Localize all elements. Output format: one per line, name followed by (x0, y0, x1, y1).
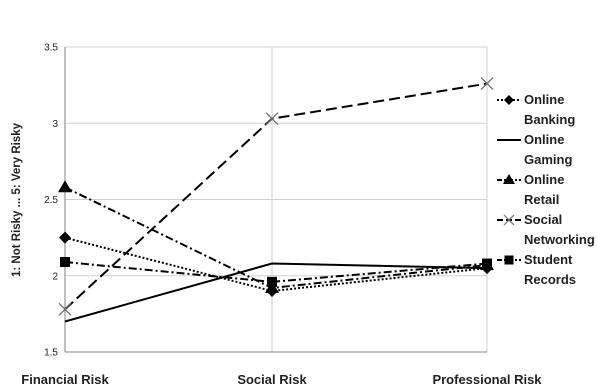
legend-label: Records (524, 272, 576, 287)
data-point (267, 276, 277, 287)
marker-stroke (265, 112, 279, 126)
series-line (64, 186, 488, 289)
data-point (59, 231, 71, 244)
legend-item: Student Records (497, 252, 576, 287)
x-tick-label: Social Risk (237, 372, 307, 387)
series-student-records (60, 257, 492, 287)
legend-label: Banking (524, 112, 575, 127)
legend-marker (503, 174, 515, 184)
legend-label: Online (524, 172, 564, 187)
marker-stroke (480, 77, 494, 91)
series-layer (58, 77, 494, 323)
legend-label: Gaming (524, 152, 572, 167)
series-line (64, 262, 488, 323)
data-point (265, 280, 279, 293)
data-point (58, 180, 72, 193)
data-point (58, 302, 72, 316)
y-tick-label: 3.5 (44, 43, 58, 54)
y-tick-label: 1.5 (44, 348, 58, 359)
marker-stroke (58, 302, 72, 316)
legend-label: Online (524, 132, 564, 147)
legend-item: Online Banking (497, 92, 575, 127)
legend-marker (504, 95, 514, 105)
legend-label: Social (524, 212, 562, 227)
y-tick-label: 2.5 (44, 195, 58, 206)
data-point (482, 258, 492, 269)
x-tick-label: Professional Risk (432, 372, 542, 387)
data-point (265, 112, 279, 126)
y-tick-label: 3 (52, 119, 58, 130)
series-online-gaming (64, 262, 488, 323)
y-tick-label: 2 (52, 271, 58, 282)
data-point (480, 77, 494, 91)
legend: Online Banking Online Gaming Online Retail Soc… (497, 92, 595, 287)
series-line (64, 261, 488, 283)
series-social-networking (58, 77, 494, 316)
legend-marker (503, 214, 515, 226)
legend-item: Social Networking (497, 212, 595, 247)
legend-item: Online Gaming (497, 132, 572, 167)
y-axis-title: 1: Not Risky ... 5: Very Risky (11, 122, 23, 277)
data-point (60, 257, 70, 268)
legend-item: Online Retail (497, 172, 564, 207)
grid-layer (64, 46, 488, 353)
marker-stroke (503, 214, 515, 226)
legend-label: Online (524, 92, 564, 107)
legend-label: Retail (524, 192, 559, 207)
legend-label: Student (524, 252, 573, 267)
axis-layer: 1.5 2 2.5 3 3.5 Financial Risk Social Risk Prof… (21, 43, 542, 387)
legend-label: Networking (524, 232, 595, 247)
x-tick-label: Financial Risk (21, 372, 109, 387)
legend-marker (504, 255, 514, 265)
